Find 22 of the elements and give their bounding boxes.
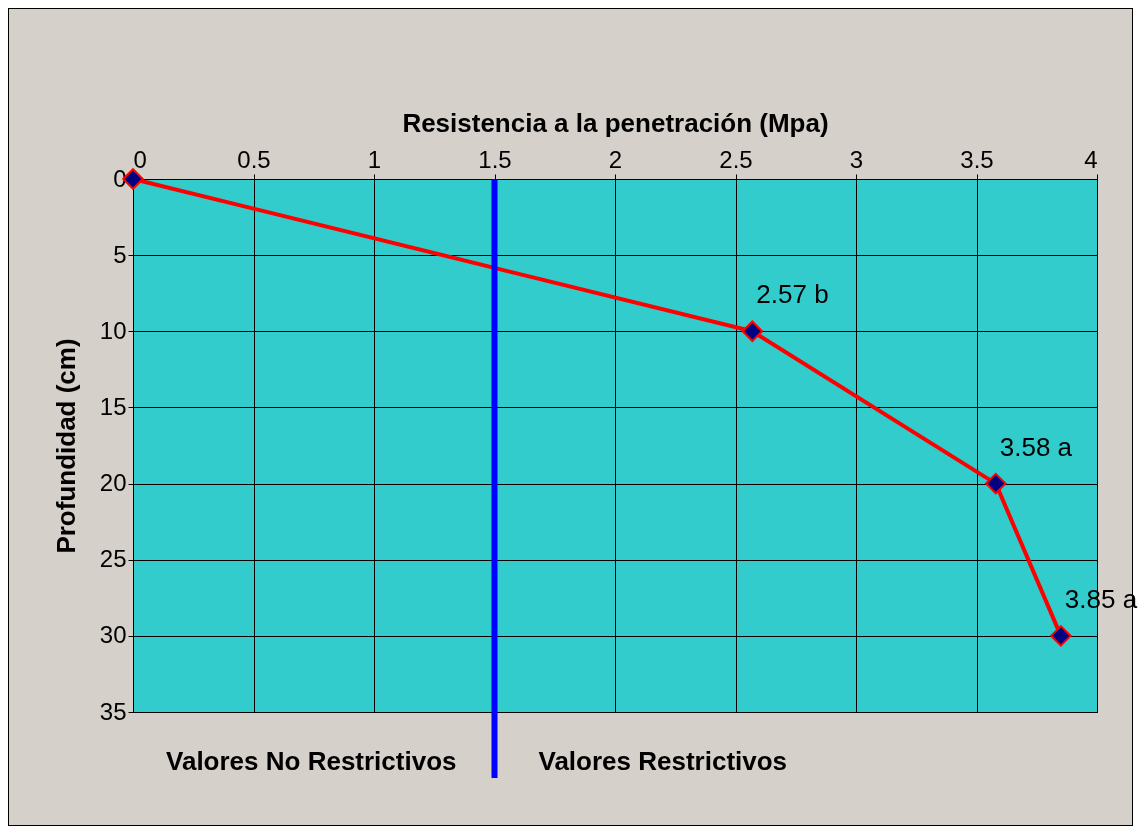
y-tick-label: 30 <box>99 621 127 649</box>
x-tick-label: 3 <box>849 145 864 173</box>
y-tick-label: 5 <box>113 240 127 268</box>
x-tick-label: 0.5 <box>237 145 271 173</box>
x-tick-label: 1 <box>367 145 382 173</box>
y-tick-label: 20 <box>99 469 127 497</box>
y-tick-label: 15 <box>99 392 127 420</box>
x-tick-label: 4 <box>1084 145 1098 173</box>
text: Valores Restrictivos <box>538 746 788 776</box>
x-tick-label: 0 <box>133 145 147 173</box>
x-tick-label: 3.5 <box>960 145 994 173</box>
x-axis-title: Resistencia a la penetración (Mpa) <box>402 107 829 138</box>
annotation: 2.57 b <box>756 279 829 310</box>
y-tick-label: 10 <box>99 316 127 344</box>
annotation: 3.58 a <box>999 431 1073 462</box>
x-tick-label: 2 <box>608 145 623 173</box>
text: Valores No Restrictivos <box>166 746 457 776</box>
y-axis-title: Profundidad (cm) <box>50 338 81 554</box>
x-tick-label: 2.5 <box>719 145 753 173</box>
y-tick-label: 35 <box>99 697 127 725</box>
x-tick-label: 1.5 <box>478 145 512 173</box>
y-tick-label: 25 <box>99 545 127 573</box>
